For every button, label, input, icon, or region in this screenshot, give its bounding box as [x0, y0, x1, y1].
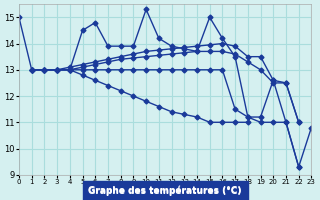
- X-axis label: Graphe des températures (°C): Graphe des températures (°C): [88, 186, 242, 196]
- Text: Graphe des températures (°C): Graphe des températures (°C): [88, 185, 242, 195]
